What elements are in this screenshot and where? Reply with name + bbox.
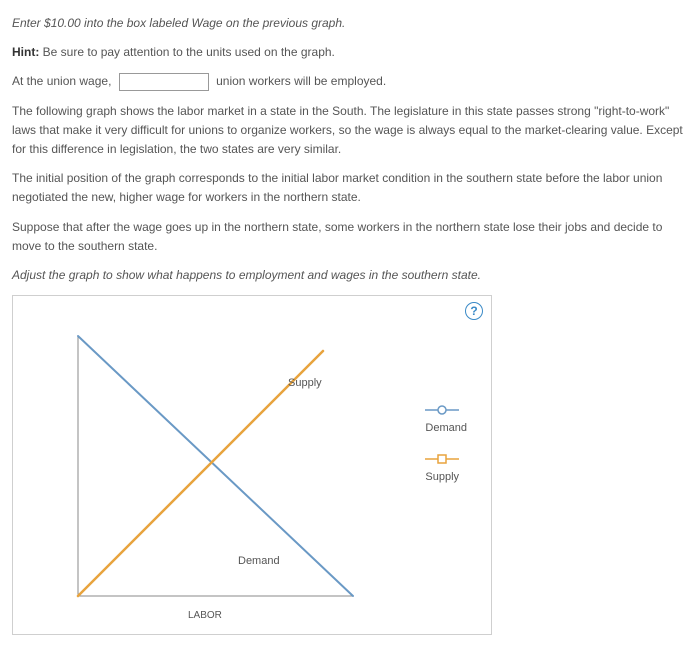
legend-demand[interactable]: Demand bbox=[425, 402, 467, 437]
hint-label: Hint: bbox=[12, 45, 39, 59]
legend-supply-label: Supply bbox=[425, 471, 459, 483]
paragraph-2: The initial position of the graph corres… bbox=[12, 169, 688, 207]
supply-line[interactable] bbox=[78, 351, 323, 596]
chart-legend: Demand Supply bbox=[425, 396, 467, 500]
x-axis-label: LABOR bbox=[188, 610, 222, 621]
fill-blank-row: At the union wage, union workers will be… bbox=[12, 72, 688, 91]
legend-demand-label: Demand bbox=[425, 422, 467, 434]
instruction-enter-wage: Enter $10.00 into the box labeled Wage o… bbox=[12, 14, 688, 33]
paragraph-3: Suppose that after the wage goes up in t… bbox=[12, 218, 688, 256]
legend-supply[interactable]: Supply bbox=[425, 451, 467, 486]
demand-line-label: Demand bbox=[238, 555, 280, 567]
supply-line-label: Supply bbox=[288, 377, 322, 389]
hint-text: Be sure to pay attention to the units us… bbox=[43, 45, 335, 59]
chart-svg: Supply Demand WAGE LABOR bbox=[13, 296, 493, 636]
instruction-adjust-graph: Adjust the graph to show what happens to… bbox=[12, 266, 688, 285]
union-wage-blank-input[interactable] bbox=[119, 73, 209, 91]
fill-post-text: union workers will be employed. bbox=[216, 74, 386, 88]
legend-demand-glyph bbox=[425, 405, 459, 415]
y-axis-label: WAGE bbox=[13, 296, 16, 311]
paragraph-1: The following graph shows the labor mark… bbox=[12, 102, 688, 160]
hint-line: Hint: Be sure to pay attention to the un… bbox=[12, 43, 688, 62]
demand-line[interactable] bbox=[78, 336, 353, 596]
legend-supply-glyph bbox=[425, 454, 459, 464]
labor-market-graph[interactable]: ? Supply Demand WAGE LABOR Demand Supply bbox=[12, 295, 492, 635]
fill-pre-text: At the union wage, bbox=[12, 74, 111, 88]
